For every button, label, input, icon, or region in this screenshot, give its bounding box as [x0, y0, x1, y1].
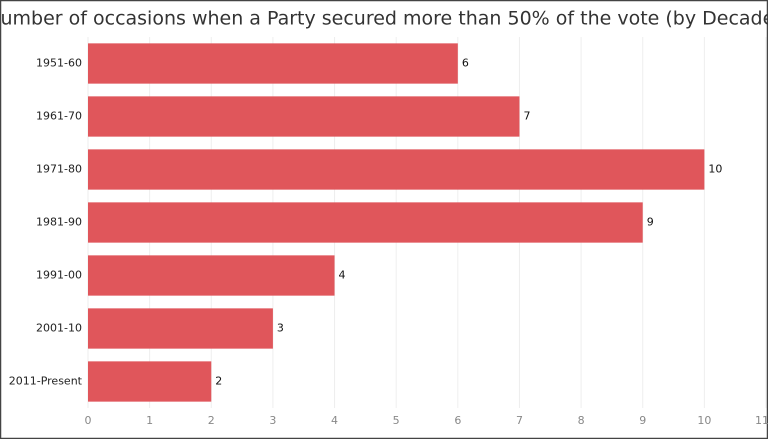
- x-tick-label: 6: [454, 414, 461, 427]
- x-tick-label: 7: [516, 414, 523, 427]
- chart-title: Number of occasions when a Party secured…: [0, 8, 768, 30]
- y-tick-label: 1991-00: [36, 269, 82, 282]
- data-label: 4: [339, 269, 346, 282]
- y-tick-label: 1971-80: [36, 163, 82, 176]
- y-tick-label: 1951-60: [36, 57, 82, 70]
- bar: [88, 202, 643, 243]
- x-tick-label: 8: [578, 414, 585, 427]
- bar: [88, 43, 458, 84]
- data-label: 10: [708, 163, 722, 176]
- data-label: 9: [647, 216, 654, 229]
- x-tick-label: 5: [393, 414, 400, 427]
- x-tick-label: 3: [269, 414, 276, 427]
- bar: [88, 308, 273, 349]
- x-tick-label: 11: [755, 414, 768, 427]
- bar: [88, 149, 705, 190]
- data-label: 2: [215, 375, 222, 388]
- x-tick-label: 0: [85, 414, 92, 427]
- bar: [88, 96, 520, 137]
- data-label: 6: [462, 57, 469, 70]
- x-tick-label: 9: [639, 414, 646, 427]
- x-tick-label: 2: [208, 414, 215, 427]
- x-tick-label: 10: [697, 414, 711, 427]
- bar: [88, 255, 335, 296]
- y-tick-label: 2001-10: [36, 322, 82, 335]
- y-tick-label: 1981-90: [36, 216, 82, 229]
- x-tick-label: 4: [331, 414, 338, 427]
- y-tick-label: 1961-70: [36, 110, 82, 123]
- x-tick-label: 1: [146, 414, 153, 427]
- data-label: 3: [277, 322, 284, 335]
- data-label: 7: [523, 110, 530, 123]
- y-tick-label: 2011-Present: [9, 375, 83, 388]
- bar: [88, 361, 212, 402]
